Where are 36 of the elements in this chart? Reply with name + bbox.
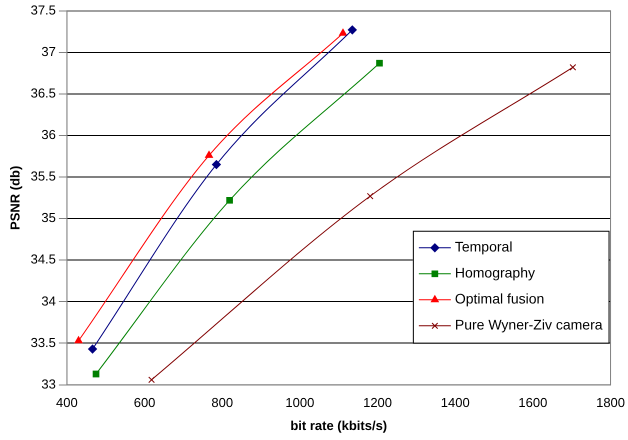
y-tick-label: 35 <box>41 210 56 226</box>
x-tick-label: 1000 <box>285 395 314 410</box>
y-tick-label: 36.5 <box>30 85 56 100</box>
point <box>348 25 357 34</box>
y-tick-label: 36 <box>41 127 56 142</box>
y-tick-label: 34.5 <box>30 252 56 267</box>
y-tick-label: 37.5 <box>30 2 56 18</box>
point <box>376 60 383 66</box>
point <box>339 28 347 36</box>
legend-label: Homography <box>454 264 536 281</box>
y-tick-label: 35.5 <box>30 168 56 184</box>
point <box>212 160 221 170</box>
x-tick-label: 1400 <box>440 395 470 410</box>
point <box>226 196 233 204</box>
x-tick-label: 600 <box>134 395 156 410</box>
legend-label: Pure Wyner-Ziv camera <box>454 316 603 333</box>
y-tick-label: 34 <box>41 293 56 308</box>
x-tick-label: 1600 <box>518 395 548 410</box>
point <box>148 376 155 384</box>
legend-label: Temporal <box>454 238 512 255</box>
y-tick-label: 33 <box>41 376 56 392</box>
point <box>205 150 213 158</box>
x-tick-label: 1200 <box>363 395 392 410</box>
y-tick-label: 37 <box>41 44 56 59</box>
point <box>366 192 374 200</box>
point <box>88 344 98 354</box>
point <box>74 336 83 344</box>
legend-label: Optimal fusion <box>454 290 544 307</box>
x-tick-label: 800 <box>211 395 234 410</box>
x-tick-label: 1800 <box>596 395 625 410</box>
x-axis-title: bit rate (kbits/s) <box>290 418 388 433</box>
y-tick-label: 33.5 <box>30 334 56 350</box>
x-tick-label: 400 <box>56 395 78 410</box>
point <box>570 64 576 71</box>
point <box>92 370 100 378</box>
y-axis-title: PSNR (db) <box>7 166 22 230</box>
